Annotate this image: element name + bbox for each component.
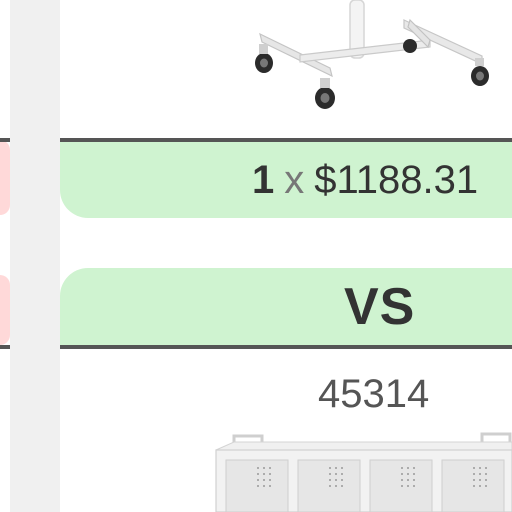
bottom-product-image[interactable]: [210, 428, 512, 512]
top-product-image[interactable]: [250, 0, 500, 115]
shelf-unit-image: [215, 432, 512, 512]
left-divider-top: [0, 138, 10, 142]
divider-top: [60, 138, 512, 142]
divider-bottom: [60, 345, 512, 349]
product-id: 45314: [318, 372, 430, 416]
left-panel-price-edge: [0, 140, 10, 215]
vs-label: VS: [344, 277, 416, 336]
left-divider-bottom: [0, 345, 10, 349]
price-value: $1188.31: [314, 157, 479, 202]
rolling-stand-image: [255, 0, 489, 109]
quantity-value: 1: [252, 157, 275, 202]
vs-banner: VS: [60, 268, 512, 345]
left-panel-vs-edge: [0, 275, 10, 345]
times-symbol: x: [284, 157, 305, 202]
price-summary-bar: 1 x $1188.31: [60, 142, 512, 218]
left-gutter: [10, 0, 60, 512]
